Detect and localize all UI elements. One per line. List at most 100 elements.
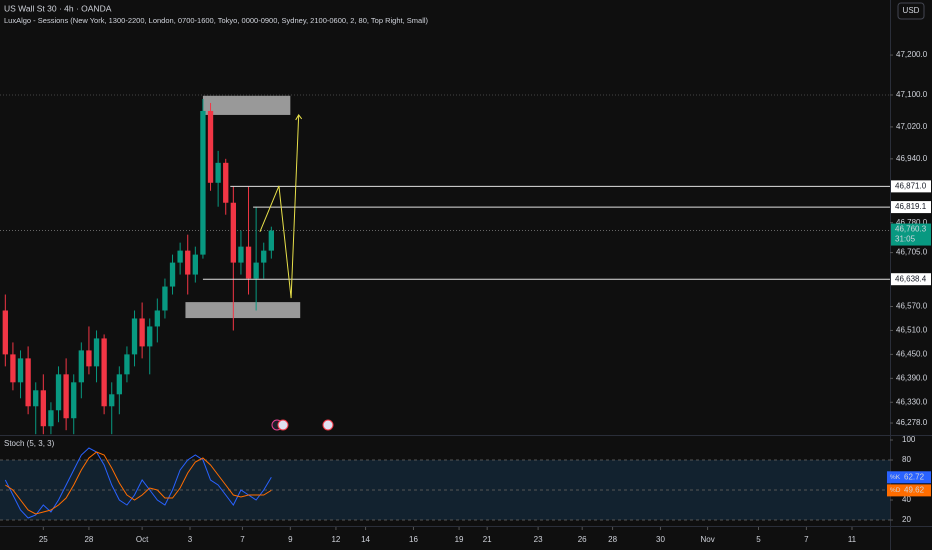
candle-body	[230, 202, 236, 263]
candle-body	[109, 394, 115, 407]
candle-body	[261, 250, 267, 263]
candle-body	[71, 382, 77, 419]
x-tick-label: 21	[483, 535, 492, 544]
x-tick-label: 5	[756, 535, 761, 544]
x-tick-label: 3	[188, 535, 193, 544]
x-tick-label: 28	[84, 535, 93, 544]
projection-arrow	[295, 114, 303, 121]
y-tick-label: 100	[902, 435, 916, 444]
candle-body	[192, 254, 198, 275]
candle-body	[33, 390, 39, 407]
y-tick-label: 40	[902, 495, 911, 504]
x-tick-label: 19	[455, 535, 464, 544]
legend-name: %K	[890, 474, 901, 481]
candle-body	[200, 110, 206, 255]
candle-body	[177, 250, 183, 263]
event-icon[interactable]	[322, 419, 334, 431]
candle-body	[17, 358, 24, 383]
countdown: 31:05	[895, 235, 916, 244]
x-tick-label: 25	[39, 535, 48, 544]
candle-body	[162, 286, 168, 311]
y-tick-label: 46,705.0	[896, 248, 928, 257]
candle-body	[154, 310, 160, 327]
y-tick-label: 46,570.0	[896, 302, 928, 311]
candle-body	[48, 410, 54, 427]
x-tick-label: 28	[608, 535, 617, 544]
y-tick-label: 80	[902, 455, 911, 464]
level-tag	[891, 180, 931, 193]
last-price-tag	[891, 223, 931, 246]
y-tick-label: 47,200.0	[896, 50, 928, 59]
level-label: 46,871.0	[895, 181, 927, 190]
candle-body	[78, 350, 84, 383]
x-tick-label: Oct	[136, 535, 149, 544]
candle-body	[223, 162, 229, 203]
event-icons	[271, 419, 334, 431]
legend-name: %D	[890, 487, 901, 494]
x-tick-label: 30	[656, 535, 665, 544]
candle-body	[55, 374, 62, 411]
candle-body	[93, 338, 100, 367]
candle-body	[215, 162, 221, 183]
candle-body	[245, 246, 252, 279]
currency: USD	[903, 6, 920, 15]
candle-body	[147, 326, 153, 347]
level-tag	[891, 273, 931, 286]
candle-body	[124, 354, 130, 375]
legend-value: 49.62	[904, 485, 925, 494]
candle-body	[207, 110, 214, 183]
candle-body	[139, 318, 145, 347]
x-tick-label: 14	[361, 535, 370, 544]
candle-body	[101, 338, 107, 407]
candle-body	[116, 374, 122, 395]
x-tick-label: 26	[578, 535, 587, 544]
y-tick-label: 46,450.0	[896, 349, 928, 358]
level-label: 46,819.1	[895, 202, 927, 211]
x-tick-label: 23	[534, 535, 543, 544]
y-tick-label: 46,510.0	[896, 326, 928, 335]
last-price-label: 46,760.3	[895, 225, 927, 234]
y-tick-label: 47,100.0	[896, 90, 928, 99]
candle-body	[40, 390, 46, 427]
candle-body	[131, 318, 138, 355]
candle-body	[63, 374, 69, 419]
indicator-label: LuxAlgo - Sessions (New York, 1300-2200,…	[4, 16, 429, 25]
zone	[185, 302, 301, 319]
candle-body	[185, 250, 191, 275]
stoch-title: Stoch (5, 3, 3)	[4, 439, 55, 448]
y-tick-label: 46,278.0	[896, 418, 928, 427]
legend-tag	[887, 484, 931, 497]
chart-title: US Wall St 30 · 4h · OANDA	[4, 3, 112, 13]
candle-body	[2, 310, 8, 355]
y-tick-label: 47,020.0	[896, 122, 928, 131]
level-label: 46,638.4	[895, 274, 927, 283]
x-tick-label: 9	[288, 535, 293, 544]
y-tick-label: 46,330.0	[896, 397, 928, 406]
y-tick-label: 20	[902, 515, 911, 524]
candle-body	[25, 358, 31, 407]
y-tick-label: 46,940.0	[896, 154, 928, 163]
zone	[202, 95, 291, 115]
x-tick-label: 7	[240, 535, 245, 544]
x-tick-label: Nov	[700, 535, 714, 544]
candle-body	[253, 262, 259, 279]
level-tag	[891, 201, 931, 214]
stoch-line	[5, 451, 272, 515]
currency-button[interactable]	[897, 2, 925, 20]
candle-body	[86, 350, 92, 367]
event-icon[interactable]	[277, 419, 289, 431]
x-tick-label: 12	[331, 535, 340, 544]
x-tick-label: 7	[804, 535, 809, 544]
y-tick-label: 46,780.0	[896, 218, 928, 227]
candle-body	[238, 246, 244, 263]
candle-body	[10, 354, 16, 383]
x-tick-label: 16	[409, 535, 418, 544]
legend-value: 62.72	[904, 472, 925, 481]
y-tick-label: 46,390.0	[896, 373, 928, 382]
x-tick-label: 11	[848, 535, 857, 544]
candle-body	[268, 230, 274, 251]
candle-body	[169, 262, 176, 287]
